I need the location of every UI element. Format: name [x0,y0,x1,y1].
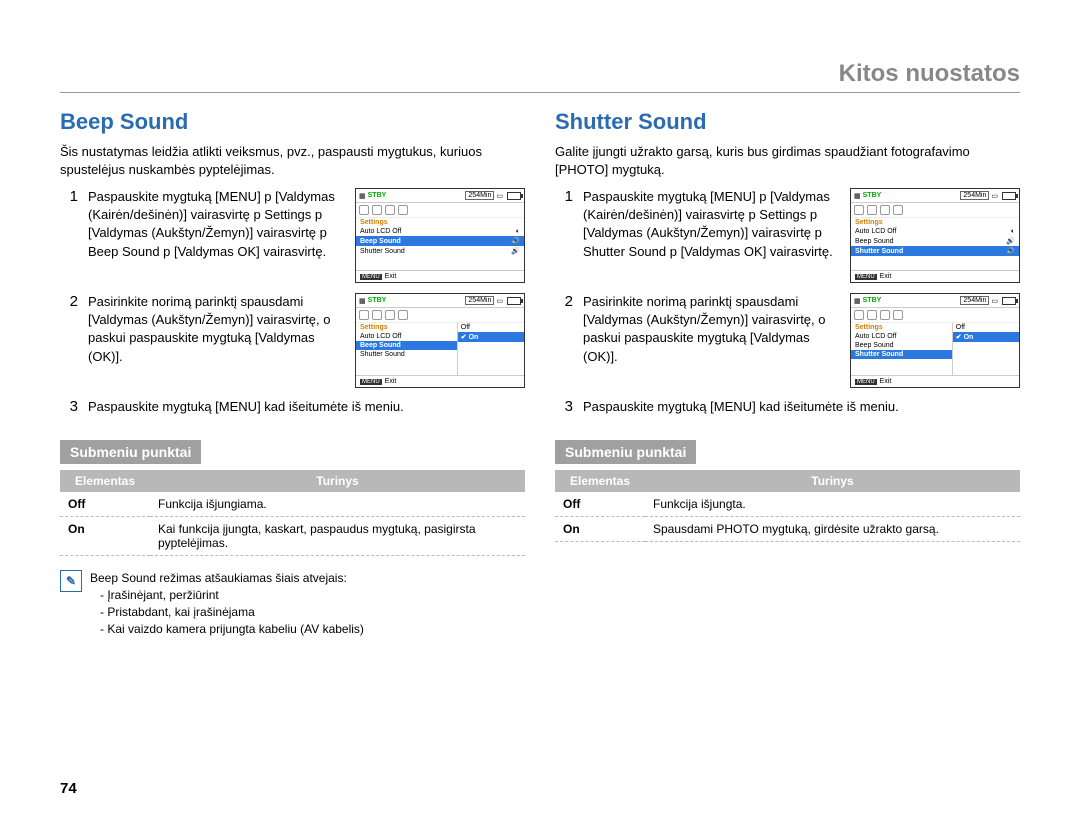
menu-header: Settings [851,323,952,332]
intro-text: Galite įjungti užrakto garsą, kuris bus … [555,143,1020,178]
note-item: Kai vaizdo kamera prijungta kabeliu (AV … [100,621,364,638]
note-item: Pristabdant, kai įrašinėjama [100,604,364,621]
stby-label: STBY [368,297,387,304]
cell: Kai funkcija įjungta, kaskart, paspaudus… [150,517,525,556]
menu-item: Shutter Sound [360,248,405,255]
step-number: 3 [555,398,573,415]
option-off: Off [458,323,524,332]
left-column: Beep Sound Šis nustatymas leidžia atlikt… [60,109,525,637]
right-column: Shutter Sound Galite įjungti užrakto gar… [555,109,1020,637]
th-element: Elementas [555,470,645,492]
step-text: Pasirinkite norimą parinktį spausdami [V… [583,293,840,366]
camera-menu-screenshot: ▦STBY254Min▭ Settings Auto LCD Off◐ Beep… [355,188,525,283]
menu-item: Auto LCD Off [855,333,897,340]
th-element: Elementas [60,470,150,492]
step-text: Paspauskite mygtuką [MENU] p [Valdymas (… [583,188,840,261]
time-label: 254Min [465,296,494,305]
submenu-heading: Submeniu punktai [555,440,696,464]
menu-item: Auto LCD Off [360,228,402,235]
exit-label: Exit [385,378,397,385]
cell: Funkcija išjungiama. [150,492,525,517]
submenu-table: ElementasTurinys OffFunkcija išjungta. O… [555,470,1020,542]
stby-label: STBY [368,192,387,199]
menu-item-selected: Shutter Sound [855,248,903,255]
step-number: 1 [60,188,78,205]
step-text: Pasirinkite norimą parinktį spausdami [V… [88,293,345,366]
cell: Off [555,492,645,517]
step-text: Paspauskite mygtuką [MENU] kad išeitumėt… [88,398,525,416]
th-content: Turinys [150,470,525,492]
option-off: Off [953,323,1019,332]
intro-text: Šis nustatymas leidžia atlikti veiksmus,… [60,143,525,178]
step-number: 3 [60,398,78,415]
stby-label: STBY [863,192,882,199]
cell: Spausdami PHOTO mygtuką, girdėsite užrak… [645,517,1020,542]
menu-item: Beep Sound [855,342,894,349]
step-number: 2 [555,293,573,310]
menu-header: Settings [356,218,524,227]
submenu-table: ElementasTurinys OffFunkcija išjungiama.… [60,470,525,556]
cell: On [60,517,150,556]
menu-item-selected: Shutter Sound [855,351,903,358]
note-title: Beep Sound režimas atšaukiamas šiais atv… [90,570,364,587]
th-content: Turinys [645,470,1020,492]
section-title-shutter: Shutter Sound [555,109,1020,135]
option-on: On [964,334,974,341]
page-header: Kitos nuostatos [60,60,1020,93]
menu-item-selected: Beep Sound [360,342,401,349]
step-number: 2 [60,293,78,310]
cell: Off [60,492,150,517]
submenu-heading: Submeniu punktai [60,440,201,464]
cell: Funkcija išjungta. [645,492,1020,517]
cell: On [555,517,645,542]
menu-header: Settings [356,323,457,332]
exit-label: Exit [880,378,892,385]
option-on: On [469,334,479,341]
camera-menu-screenshot: ▦STBY254Min▭ Settings Auto LCD Off Beep … [850,293,1020,388]
camera-menu-screenshot: ▦STBY254Min▭ Settings Auto LCD Off◐ Beep… [850,188,1020,283]
step-text: Paspauskite mygtuką [MENU] p [Valdymas (… [88,188,345,261]
step-text: Paspauskite mygtuką [MENU] kad išeitumėt… [583,398,1020,416]
section-title-beep: Beep Sound [60,109,525,135]
time-label: 254Min [960,191,989,200]
camera-menu-screenshot: ▦STBY254Min▭ Settings Auto LCD Off Beep … [355,293,525,388]
step-number: 1 [555,188,573,205]
exit-label: Exit [385,273,397,280]
page-number: 74 [60,780,77,797]
menu-item: Beep Sound [855,238,894,245]
note-item: Įrašinėjant, peržiūrint [100,587,364,604]
menu-item-selected: Beep Sound [360,238,401,245]
note-icon: ✎ [60,570,82,592]
time-label: 254Min [960,296,989,305]
menu-item: Shutter Sound [360,351,405,358]
time-label: 254Min [465,191,494,200]
exit-label: Exit [880,273,892,280]
menu-item: Auto LCD Off [855,228,897,235]
note-box: ✎ Beep Sound režimas atšaukiamas šiais a… [60,570,525,637]
stby-label: STBY [863,297,882,304]
menu-item: Auto LCD Off [360,333,402,340]
menu-header: Settings [851,218,1019,227]
